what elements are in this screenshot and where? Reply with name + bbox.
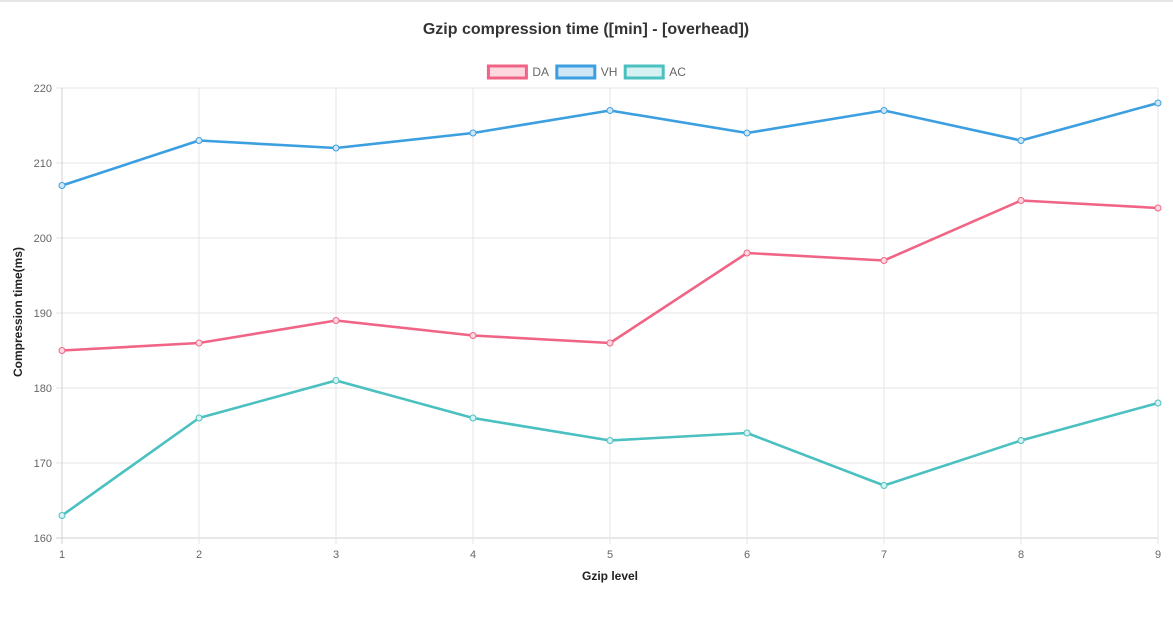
y-tick-label: 200 [34, 233, 52, 245]
y-tick-label: 190 [34, 308, 52, 320]
x-tick-label: 9 [1155, 549, 1161, 561]
x-axis-label: Gzip level [582, 569, 638, 583]
y-tick-label: 180 [34, 383, 52, 395]
legend-swatch-vh [555, 64, 597, 80]
series-vh [58, 99, 1162, 189]
top-border [0, 0, 1173, 2]
legend-item-ac[interactable]: AC [623, 64, 686, 80]
x-tick-label: 4 [470, 549, 476, 561]
y-tick-label: 160 [34, 533, 52, 545]
y-tick-label: 210 [34, 158, 52, 170]
legend-swatch-ac [623, 64, 665, 80]
data-point-vh[interactable] [743, 129, 751, 137]
data-point-da[interactable] [469, 332, 477, 339]
x-axis-ticks: 1 2 3 4 5 6 7 8 9 [59, 549, 1161, 561]
grid [56, 87, 1159, 544]
data-point-ac[interactable] [743, 429, 751, 437]
x-tick-label: 7 [881, 549, 887, 561]
legend-swatch-da [486, 64, 528, 80]
x-tick-label: 8 [1018, 549, 1024, 561]
x-tick-label: 2 [196, 549, 202, 561]
data-point-ac[interactable] [606, 437, 614, 444]
data-point-ac[interactable] [1017, 437, 1025, 444]
data-point-ac[interactable] [880, 482, 888, 489]
data-point-da[interactable] [332, 317, 340, 324]
x-tick-label: 5 [607, 549, 613, 561]
y-tick-label: 170 [34, 458, 52, 470]
data-point-vh[interactable] [332, 144, 340, 152]
legend-label-vh: VH [601, 65, 618, 79]
y-axis-ticks: 160 170 180 190 200 210 220 [34, 83, 52, 545]
series-da [58, 197, 1162, 354]
legend-label-ac: AC [669, 65, 686, 79]
legend-item-da[interactable]: DA [486, 64, 549, 80]
data-point-vh[interactable] [195, 137, 203, 144]
data-point-da[interactable] [606, 339, 614, 347]
data-point-vh[interactable] [469, 129, 477, 137]
series-ac [58, 377, 1162, 519]
y-axis-label: Compression time(ms) [11, 247, 25, 377]
data-point-vh[interactable] [606, 107, 614, 114]
data-point-ac[interactable] [1154, 399, 1162, 407]
data-point-da[interactable] [1154, 204, 1162, 212]
x-tick-label: 3 [333, 549, 339, 561]
data-point-da[interactable] [1017, 197, 1025, 204]
legend: DA VH AC [486, 64, 686, 80]
data-point-da[interactable] [195, 339, 203, 347]
data-point-da[interactable] [880, 257, 888, 264]
x-tick-label: 1 [59, 549, 65, 561]
data-point-ac[interactable] [58, 512, 66, 519]
legend-item-vh[interactable]: VH [555, 64, 618, 80]
data-point-vh[interactable] [880, 107, 888, 114]
data-point-da[interactable] [743, 249, 751, 257]
data-point-da[interactable] [58, 347, 66, 354]
legend-label-da: DA [532, 65, 549, 79]
data-point-ac[interactable] [469, 414, 477, 422]
series-group [58, 99, 1162, 519]
data-point-vh[interactable] [1154, 99, 1162, 107]
chart-title: Gzip compression time ([min] - [overhead… [423, 21, 749, 38]
data-point-vh[interactable] [58, 182, 66, 189]
x-tick-label: 6 [744, 549, 750, 561]
data-point-ac[interactable] [332, 377, 340, 384]
data-point-vh[interactable] [1017, 137, 1025, 144]
y-tick-label: 220 [34, 83, 52, 95]
data-point-ac[interactable] [195, 414, 203, 422]
